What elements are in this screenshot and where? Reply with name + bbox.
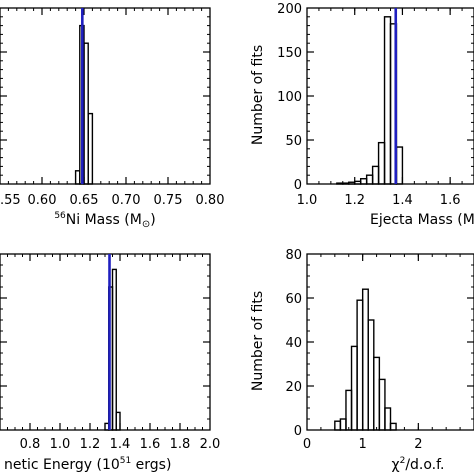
- histogram-bar: [389, 422, 397, 431]
- x-tick-label: .55: [0, 193, 21, 208]
- x-axis-title: Ejecta Mass (M: [370, 212, 474, 228]
- y-tick-label: 50: [285, 134, 302, 149]
- x-axis-title-subscript: ⊙: [142, 219, 150, 230]
- x-axis-title-superscript: 56: [54, 211, 66, 221]
- y-axis-title: Number of fits: [250, 291, 266, 391]
- histogram-bar: [384, 407, 392, 431]
- x-tick-label: 0.70: [112, 193, 141, 208]
- plot-frame: [306, 253, 474, 431]
- panel-ni-mass: .55 0.60 0.65 0.70 0.75 0.80 56Ni Mass (M⊙): [0, 7, 225, 230]
- x-tick-label: 1.4: [392, 193, 413, 208]
- y-tick-label: 200: [277, 2, 302, 17]
- x-tick-label: 0.65: [70, 193, 99, 208]
- histogram-bar: [356, 299, 364, 431]
- x-axis-title: netic Energy (1051 ergs): [4, 456, 171, 473]
- x-tick-label: 1.6: [140, 437, 161, 452]
- x-tick-label: 1: [359, 437, 367, 452]
- x-tick-label: 1.0: [297, 193, 318, 208]
- x-axis-title: χ2/d.o.f.: [391, 456, 444, 473]
- histogram-bar: [87, 112, 94, 185]
- histogram-bar: [365, 174, 374, 185]
- histogram-bar: [348, 181, 356, 185]
- y-tick-label: 80: [285, 248, 302, 263]
- histogram-bar: [342, 182, 350, 185]
- x-axis-title-text: Ni Mass (M: [66, 212, 142, 228]
- x-tick-label: 1.8: [170, 437, 191, 452]
- y-tick-label: 100: [277, 90, 302, 105]
- histogram-bar: [359, 178, 368, 185]
- histogram-bar: [336, 182, 344, 185]
- histogram-bar: [111, 268, 117, 431]
- histogram-bar: [354, 180, 362, 185]
- x-axis-title-close: ): [150, 212, 155, 228]
- histogram-bar: [383, 16, 392, 185]
- histogram-bar: [115, 411, 121, 431]
- x-tick-label: 2: [414, 437, 422, 452]
- x-axis-title-chi: χ: [391, 457, 399, 473]
- histogram-bar: [373, 356, 381, 431]
- histogram-bar: [395, 146, 404, 185]
- x-tick-label: 0.60: [28, 193, 57, 208]
- x-tick-label: 0.8: [20, 437, 41, 452]
- histogram-bar: [334, 420, 342, 431]
- histogram-bar: [378, 378, 386, 431]
- x-axis-title-superscript: 2: [400, 456, 406, 466]
- x-axis-title-close: ergs): [131, 457, 171, 473]
- histogram-bar: [361, 288, 369, 431]
- y-tick-label: 60: [285, 292, 302, 307]
- histogram-bar: [345, 389, 353, 431]
- y-tick-label: 150: [277, 46, 302, 61]
- histogram-bar: [377, 141, 386, 185]
- y-tick-label: 20: [285, 380, 302, 395]
- histogram-bar: [339, 418, 347, 431]
- x-tick-label: 0.75: [154, 193, 183, 208]
- x-axis-title-text: netic Energy (10: [4, 457, 120, 473]
- x-tick-label: 1.0: [50, 437, 71, 452]
- histogram-bar: [350, 345, 358, 431]
- x-tick-label: 1.6: [440, 193, 461, 208]
- x-axis-title: 56Ni Mass (M⊙): [54, 211, 155, 230]
- x-tick-label: 1.2: [344, 193, 365, 208]
- y-tick-label: 0: [294, 424, 302, 439]
- x-axis-title-superscript: 51: [120, 456, 131, 466]
- x-tick-label: 1.2: [80, 437, 101, 452]
- panel-kinetic-energy: 0.8 1.0 1.2 1.4 1.6 1.8 2.0 netic Energy (1051…: [0, 253, 221, 473]
- y-tick-label: 40: [285, 336, 302, 351]
- x-tick-label: 0: [303, 437, 311, 452]
- y-axis-title: Number of fits: [250, 45, 266, 145]
- x-tick-label: 0.80: [196, 193, 225, 208]
- plot-frame: [0, 7, 211, 185]
- histogram-bar: [367, 319, 375, 431]
- histogram-bar: [371, 165, 380, 185]
- x-tick-label: 1.4: [110, 437, 131, 452]
- plot-frame: [0, 253, 211, 431]
- x-axis-title-text: /d.o.f.: [405, 457, 444, 473]
- x-tick-label: 2.0: [200, 437, 221, 452]
- y-tick-label: 0: [294, 178, 302, 193]
